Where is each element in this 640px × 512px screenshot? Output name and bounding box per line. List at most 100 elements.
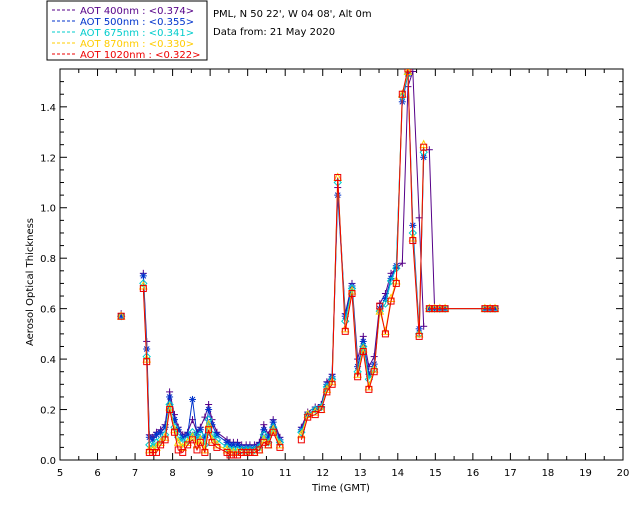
data-point-diamond	[311, 405, 320, 414]
data-point-star	[260, 426, 268, 434]
data-point-square	[246, 448, 254, 456]
data-point-star	[157, 428, 165, 436]
data-point-square	[311, 411, 319, 419]
data-point-triangle	[204, 419, 213, 429]
data-point-star	[213, 431, 221, 439]
data-point-square	[431, 305, 439, 313]
x-tick-label: 9	[207, 468, 213, 479]
x-tick-label: 16	[466, 468, 479, 479]
data-point-square	[491, 305, 499, 313]
data-point-square	[297, 436, 305, 444]
data-point-square	[170, 428, 178, 436]
data-point-square	[486, 305, 494, 313]
data-point-diamond	[241, 445, 251, 455]
data-point-square	[334, 173, 342, 181]
data-point-square	[208, 438, 216, 446]
data-point-square	[193, 446, 201, 454]
data-point-square	[359, 348, 367, 356]
data-point-square	[354, 373, 362, 381]
data-point-diamond	[317, 402, 326, 412]
data-point-diamond	[196, 430, 205, 439]
data-point-square	[213, 443, 221, 451]
data-point-square	[179, 448, 187, 456]
x-tick-label: 17	[504, 468, 517, 479]
data-point-square	[117, 312, 125, 320]
data-point-plus	[398, 259, 406, 267]
data-point-square	[184, 441, 192, 449]
legend-box	[46, 0, 208, 61]
x-tick-label: 8	[169, 468, 175, 479]
data-point-square	[441, 305, 449, 313]
x-tick-label: 5	[57, 468, 63, 479]
data-point-square	[166, 406, 174, 414]
data-point-square	[229, 451, 237, 459]
data-point-diamond	[212, 435, 222, 445]
data-point-square	[328, 380, 336, 388]
data-point-square	[269, 428, 277, 436]
data-point-diamond	[259, 430, 269, 439]
y-tick-label: 1.0	[40, 204, 56, 215]
data-point-star	[205, 406, 213, 414]
data-point-square	[404, 69, 412, 73]
legend-entry: AOT 1020nm : <0.322>	[80, 50, 200, 61]
data-point-star	[166, 393, 174, 401]
data-point-square	[188, 436, 196, 444]
legend: AOT 400nm : <0.374>AOT 500nm : <0.355>AO…	[46, 0, 208, 61]
data-point-star	[188, 395, 196, 403]
data-point-square	[392, 279, 400, 287]
y-axis-label: Aerosol Optical Thickness	[25, 218, 36, 346]
data-point-square	[370, 368, 378, 376]
data-point-square	[276, 443, 284, 451]
data-point-diamond	[188, 428, 197, 437]
data-point-triangle	[375, 306, 385, 315]
x-tick-label: 14	[391, 468, 404, 479]
data-point-square	[409, 237, 417, 245]
y-tick-label: 0.2	[40, 406, 56, 417]
data-point-triangle	[192, 439, 202, 449]
data-point-square	[323, 388, 331, 396]
data-point-square	[264, 441, 272, 449]
x-tick-label: 11	[279, 468, 292, 479]
y-tick-label: 1.2	[40, 153, 56, 164]
data-point-star	[196, 426, 204, 434]
y-tick-label: 0.6	[40, 305, 56, 316]
data-point-square	[201, 448, 209, 456]
data-point-square	[387, 297, 395, 305]
data-point-square	[436, 305, 444, 313]
data-point-square	[481, 305, 489, 313]
legend-entry: AOT 500nm : <0.355>	[80, 17, 194, 28]
data-point-square	[139, 284, 147, 292]
x-tick-label: 12	[316, 468, 329, 479]
data-point-diamond	[386, 276, 396, 286]
data-point-star	[229, 441, 237, 449]
series-4	[117, 69, 499, 459]
data-point-square	[205, 426, 213, 434]
data-point-square	[152, 448, 160, 456]
legend-entry: AOT 675nm : <0.341>	[80, 28, 194, 39]
data-point-square	[149, 448, 157, 456]
data-point-star	[152, 431, 160, 439]
x-tick-label: 13	[354, 468, 367, 479]
y-tick-label: 1.4	[40, 103, 56, 114]
data-point-square	[381, 330, 389, 338]
data-point-star	[139, 272, 147, 280]
data-point-square	[304, 413, 312, 421]
data-point-star	[234, 441, 242, 449]
y-tick-label: 0.0	[40, 456, 56, 467]
data-point-plus	[370, 353, 378, 361]
legend-entry: AOT 870nm : <0.330>	[80, 39, 194, 50]
data-point-square	[196, 438, 204, 446]
series-line	[300, 69, 425, 440]
location-text: PML, N 50 22', W 04 08', Alt 0m	[213, 9, 372, 20]
x-tick-label: 6	[94, 468, 100, 479]
data-point-square	[348, 290, 356, 298]
data-point-square	[341, 327, 349, 335]
data-point-triangle	[152, 442, 161, 451]
data-point-square	[143, 358, 151, 366]
data-point-square	[415, 332, 423, 340]
series-line	[300, 73, 425, 433]
data-point-diamond	[204, 415, 213, 424]
data-point-square	[365, 385, 373, 393]
